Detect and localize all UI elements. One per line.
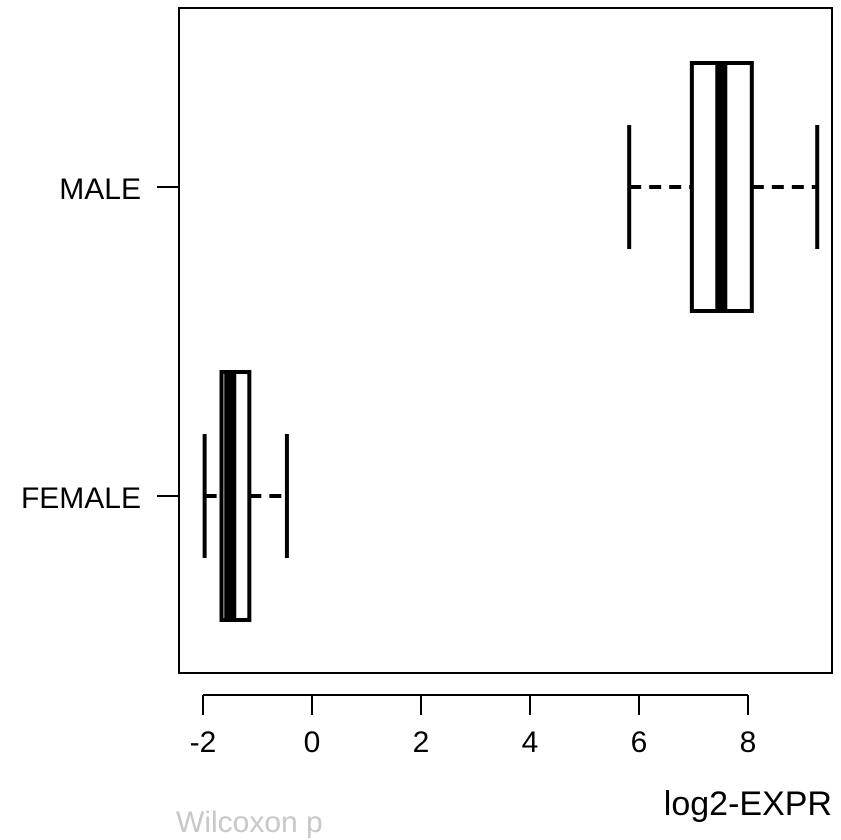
x-tick-label-0: 0 (304, 726, 321, 759)
y-axis: FEMALE MALE (21, 173, 179, 515)
footer-fragment: Wilcoxon p (176, 806, 323, 839)
box-male (627, 61, 820, 313)
x-tick-label--2: -2 (190, 726, 217, 759)
y-tick-label-female: FEMALE (21, 482, 141, 515)
x-tick-label-4: 4 (522, 726, 539, 759)
boxes-layer (202, 61, 820, 622)
plot-frame (178, 7, 833, 674)
box-female (202, 370, 289, 622)
x-tick-label-2: 2 (413, 726, 430, 759)
x-tick-label-8: 8 (740, 726, 757, 759)
x-axis: -2 0 2 4 6 8 (190, 694, 757, 759)
x-axis-label: log2-EXPR (664, 785, 832, 823)
x-tick-label-6: 6 (631, 726, 648, 759)
y-tick-label-male: MALE (59, 173, 141, 206)
